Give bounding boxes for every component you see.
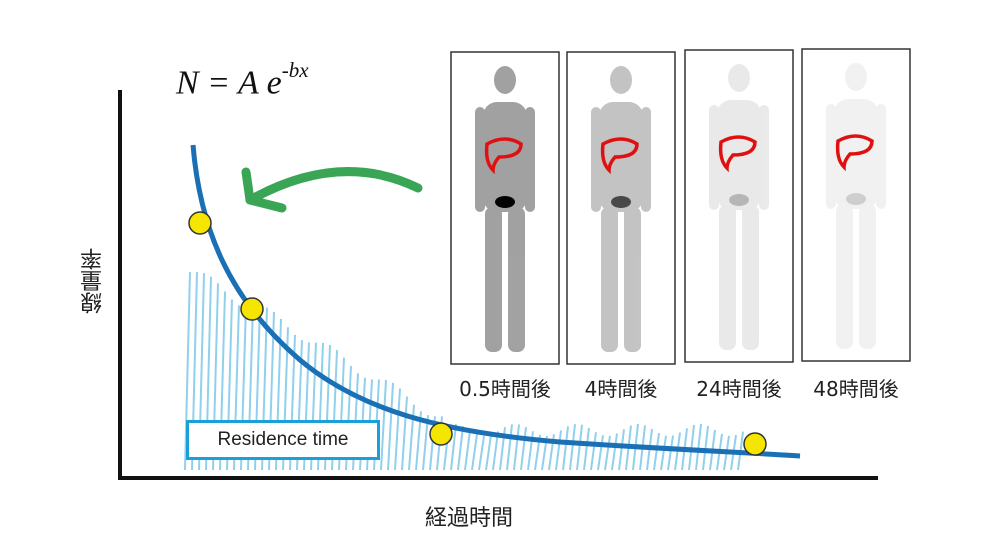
data-points xyxy=(188,211,767,456)
data-point xyxy=(743,432,767,456)
liver-outline xyxy=(718,135,757,173)
scan-label: 48時間後 xyxy=(813,377,899,401)
green-arrow-icon xyxy=(241,167,423,213)
scan-image xyxy=(450,51,560,365)
formula: N = A e-bx xyxy=(176,58,309,102)
liver-outline xyxy=(484,137,523,175)
liver-outline xyxy=(835,134,874,172)
data-point xyxy=(188,211,212,235)
y-axis-label: 線量率 xyxy=(81,248,106,314)
decay-curve xyxy=(190,144,801,459)
scan-label: 0.5時間後 xyxy=(459,377,551,401)
residence-time-box: Residence time xyxy=(186,420,380,460)
liver-outline xyxy=(600,137,639,175)
scan-image xyxy=(566,51,676,365)
formula-exponent: -bx xyxy=(281,58,309,82)
formula-base: N = A e xyxy=(176,64,282,102)
scan-label: 4時間後 xyxy=(584,377,658,401)
x-axis-label: 経過時間 xyxy=(425,506,514,531)
data-point xyxy=(429,422,453,446)
scan-image xyxy=(801,48,911,362)
scan-label: 24時間後 xyxy=(696,377,782,401)
scan-image xyxy=(684,49,794,363)
data-point xyxy=(240,297,264,321)
